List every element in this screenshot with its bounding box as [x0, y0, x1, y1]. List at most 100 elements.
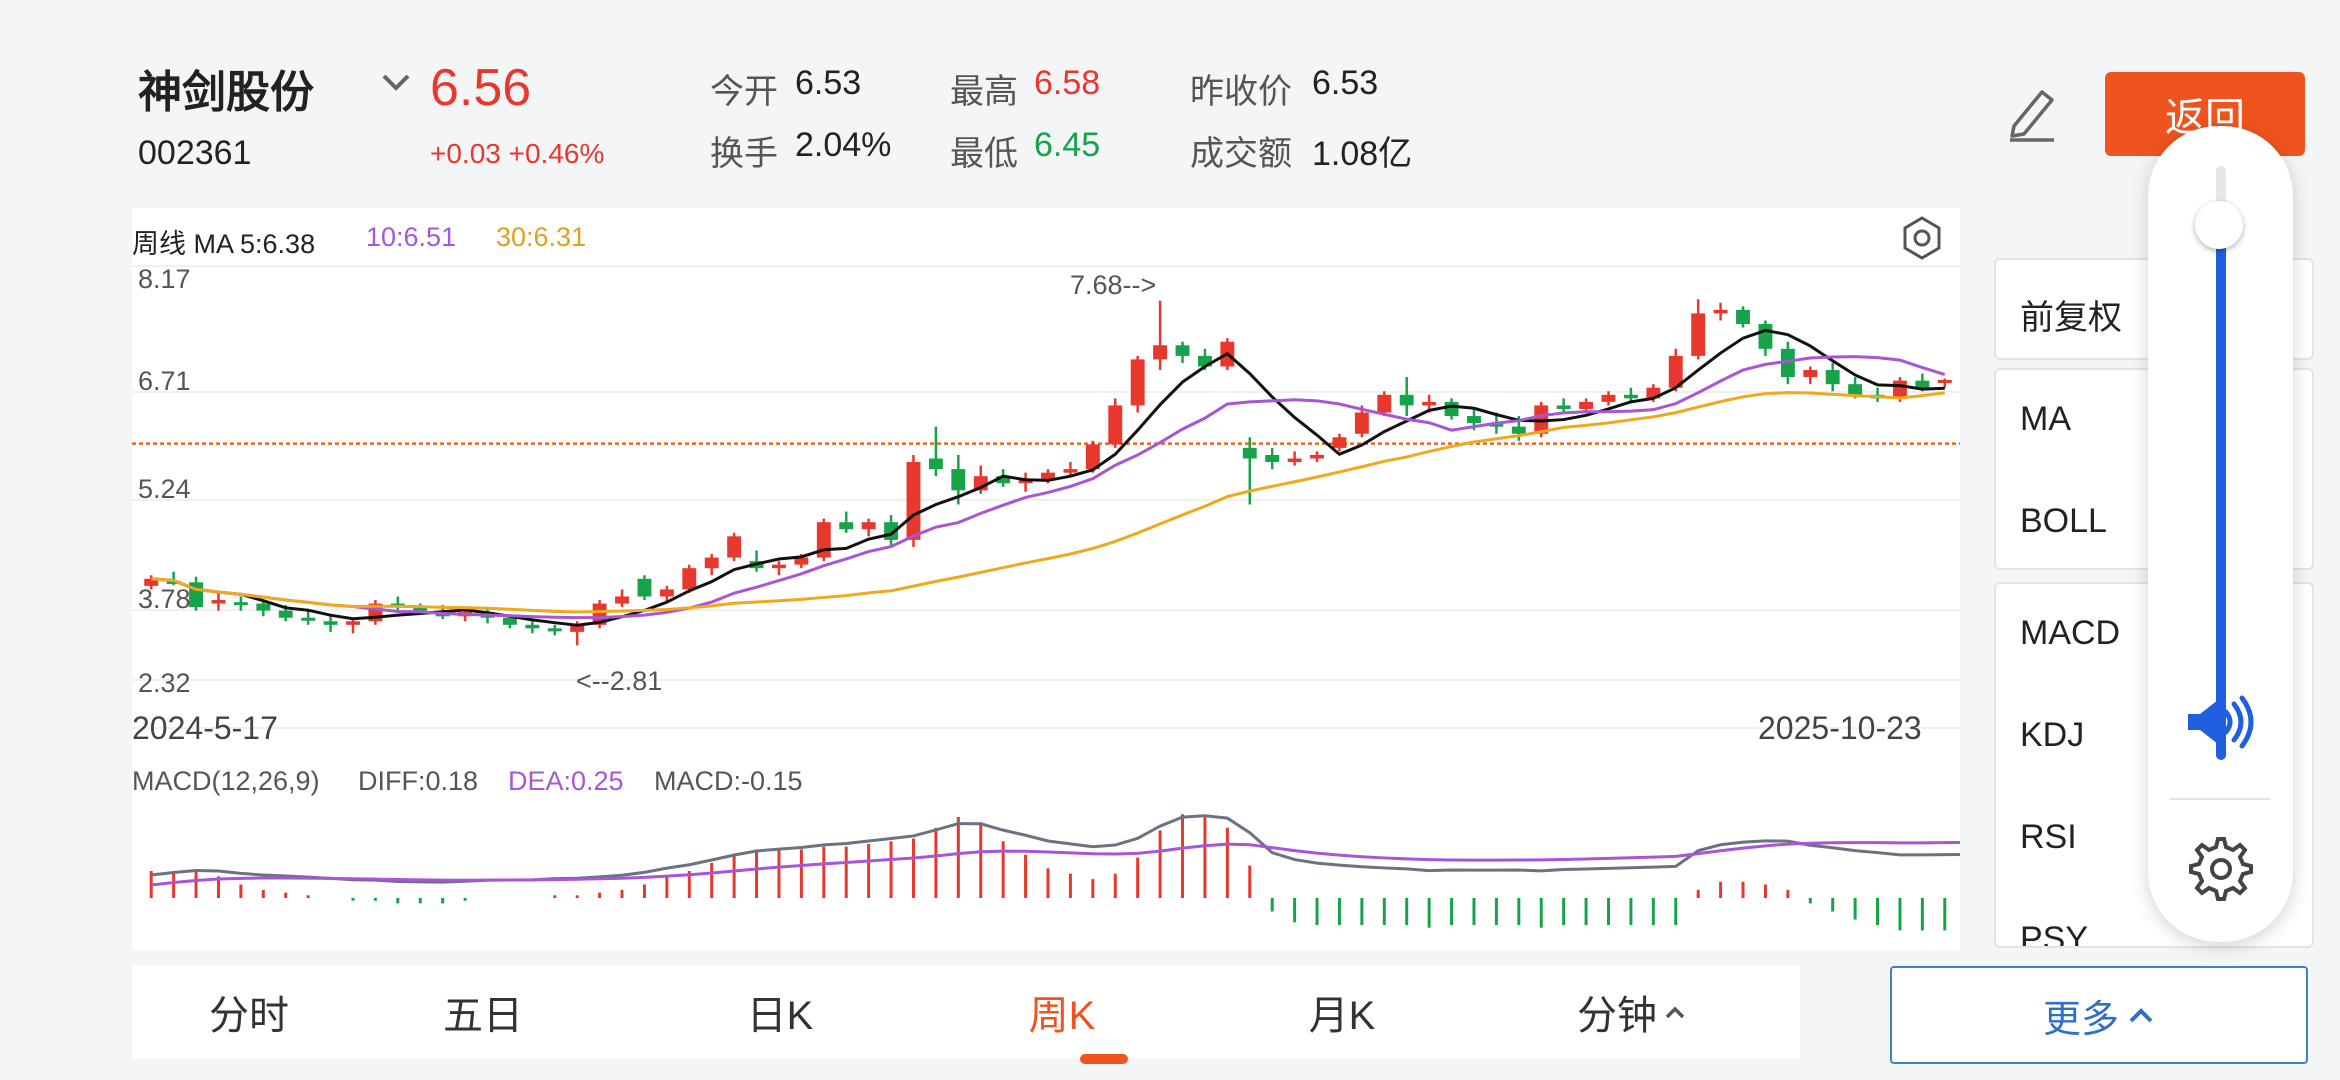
candle-body [1130, 359, 1145, 406]
active-tab-indicator [1080, 1054, 1128, 1064]
candle-body [1511, 426, 1526, 434]
indicator-rsi[interactable]: RSI [2020, 818, 2077, 856]
ma30-line [151, 391, 1945, 614]
indicator-psy[interactable]: PSY [2020, 920, 2089, 948]
candle-body [211, 600, 226, 604]
speaker-icon[interactable] [2184, 692, 2258, 752]
candle-body [1803, 370, 1818, 378]
candle-body [525, 624, 540, 629]
stock-code: 002361 [138, 134, 252, 172]
candle-body [682, 568, 697, 590]
turnover-label: 换手 [710, 135, 778, 173]
candle-body [906, 462, 921, 540]
candle-body [278, 610, 293, 618]
chevron-up-icon [1665, 1006, 1685, 1019]
open-label: 今开 [710, 73, 778, 111]
candle-body [1937, 379, 1952, 383]
price-change: +0.03 +0.46% [430, 138, 605, 169]
high-marker: 7.68--> [1070, 270, 1157, 300]
more-button[interactable]: 更多 [1890, 966, 2308, 1064]
candle-body [1736, 309, 1750, 325]
candle-body [233, 602, 248, 606]
candle-body [704, 557, 719, 569]
candle-body [1758, 324, 1773, 349]
chevron-down-icon[interactable] [376, 68, 416, 98]
turnover-value: 2.04% [795, 126, 892, 164]
candle-body [1399, 394, 1414, 406]
amount-value: 1.08亿 [1312, 135, 1413, 173]
candle-body [301, 617, 316, 621]
candle-body [637, 578, 652, 597]
candle-body [1780, 348, 1795, 378]
macd-value: MACD:-0.15 [654, 766, 803, 796]
tab-wuri[interactable]: 五日 [443, 994, 523, 1038]
candle-body [1691, 313, 1706, 356]
fuquan-label: 前复权 [2020, 299, 2122, 337]
tab-zhouk[interactable]: 周K [1028, 994, 1096, 1038]
candle-body [1601, 394, 1616, 402]
candle-body [1556, 405, 1571, 409]
amount-label: 成交额 [1190, 135, 1292, 173]
indicator-boll[interactable]: BOLL [2020, 502, 2107, 540]
kline-chart[interactable]: 周线 MA 5:6.38 10:6.51 30:6.31 8.17 6.71 5… [132, 208, 1960, 950]
candle-body [659, 589, 674, 597]
macd-title: MACD(12,26,9) [132, 766, 320, 796]
candle-body [1153, 345, 1168, 360]
candle-body [413, 607, 428, 611]
candle-body [1242, 447, 1257, 459]
candle-body [1377, 394, 1392, 413]
indicator-macd[interactable]: MACD [2020, 614, 2121, 652]
chevron-up-icon [2129, 1008, 2153, 1023]
candle-body [615, 596, 629, 604]
y-label-5: 2.32 [138, 668, 191, 698]
candle-body [570, 624, 585, 632]
y-label-2: 6.71 [138, 366, 191, 396]
open-value: 6.53 [795, 64, 862, 102]
gear-icon[interactable] [2186, 834, 2256, 904]
candle-body [1197, 355, 1212, 367]
edit-pencil-icon[interactable] [2004, 82, 2060, 144]
candle-body [1825, 370, 1840, 385]
candle-body [1713, 309, 1728, 314]
candle-body [1018, 479, 1033, 484]
current-price: 6.56 [430, 59, 532, 117]
candle-body [1422, 401, 1437, 406]
tab-rik[interactable]: 日K [746, 994, 814, 1038]
volume-slider-knob[interactable] [2195, 201, 2243, 250]
candle-body [839, 522, 854, 530]
y-label-3: 5.24 [138, 474, 191, 504]
macd-diff: DIFF:0.18 [358, 766, 479, 796]
dea-line [151, 840, 1960, 887]
stock-name: 神剑股份 [138, 68, 314, 117]
indicator-ma[interactable]: MA [2020, 400, 2071, 438]
candle-body [861, 522, 876, 530]
tab-fenzhong[interactable]: 分钟 [1512, 966, 1752, 1058]
candle-body [1041, 472, 1055, 480]
candle-body [1063, 469, 1078, 473]
macd-dea: DEA:0.25 [508, 766, 624, 796]
candle-body [794, 557, 809, 565]
tab-fenshi[interactable]: 分时 [209, 994, 289, 1038]
candle-body [1175, 345, 1190, 356]
indicator-kdj[interactable]: KDJ [2020, 716, 2085, 754]
return-button[interactable]: 返回 [2105, 72, 2305, 156]
tab-yuek[interactable]: 月K [1308, 994, 1376, 1038]
low-label: 最低 [950, 135, 1018, 173]
candle-body [1444, 401, 1459, 417]
ma10-label: 10:6.51 [366, 222, 457, 252]
prev-close-value: 6.53 [1312, 64, 1379, 102]
candle-body [996, 476, 1011, 484]
candle-body [547, 628, 562, 632]
chart-settings-icon[interactable] [1900, 214, 1944, 262]
candle-body [1467, 416, 1481, 424]
date-start: 2024-5-17 [132, 710, 278, 746]
prev-close-label: 昨收价 [1190, 73, 1292, 111]
ma-title: 周线 MA 5:6.38 [132, 229, 316, 259]
candle-body [951, 469, 966, 491]
ma5-line [151, 328, 1945, 627]
candle-body [166, 580, 181, 584]
diff-line [151, 814, 1960, 884]
candle-body [1579, 401, 1594, 409]
candle-body [1668, 355, 1683, 388]
candle-body [772, 564, 786, 569]
